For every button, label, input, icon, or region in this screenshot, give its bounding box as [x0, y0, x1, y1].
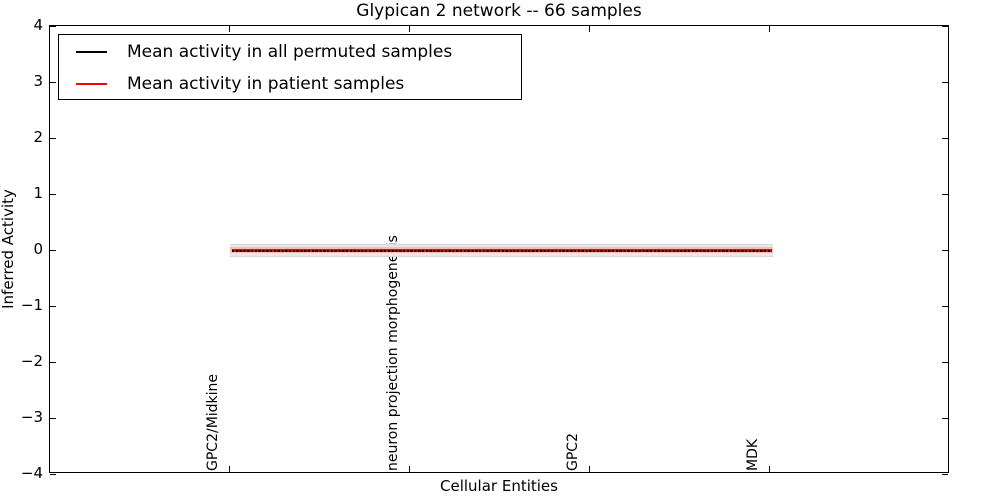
- y-tick-label: 3: [33, 72, 43, 90]
- y-tick-right: [942, 473, 948, 475]
- x-tick-entity-label: MDK: [745, 438, 762, 471]
- y-tick-right: [942, 25, 948, 27]
- y-tick-left: [50, 137, 56, 139]
- chart-title: Glypican 2 network -- 66 samples: [356, 1, 642, 21]
- y-tick-right: [942, 305, 948, 307]
- y-tick-right: [942, 137, 948, 139]
- y-tick-left: [50, 361, 56, 363]
- y-tick-left: [50, 193, 56, 195]
- y-tick-label: −2: [20, 352, 43, 370]
- x-tick-top: [588, 26, 590, 32]
- y-tick-left: [50, 81, 56, 83]
- legend-label-permuted: Mean activity in all permuted samples: [127, 41, 453, 62]
- y-tick-right: [942, 361, 948, 363]
- x-tick-top: [768, 26, 770, 32]
- y-tick-right: [942, 249, 948, 251]
- legend-label-patient: Mean activity in patient samples: [127, 73, 405, 94]
- legend-item-permuted: Mean activity in all permuted samples: [59, 36, 521, 67]
- y-tick-left: [50, 473, 56, 475]
- y-tick-left: [50, 417, 56, 419]
- y-tick-label: −3: [20, 408, 43, 426]
- legend-item-patient: Mean activity in patient samples: [59, 68, 521, 99]
- y-tick-label: 2: [33, 128, 43, 146]
- x-tick-entity-label: GPC2/Midkine: [205, 373, 222, 471]
- patient-line-sample-icon: [76, 82, 107, 85]
- y-tick-right: [942, 81, 948, 83]
- x-axis-title: Cellular Entities: [440, 477, 558, 495]
- y-tick-right: [942, 417, 948, 419]
- y-tick-label: 0: [33, 240, 43, 258]
- y-tick-label: 4: [33, 16, 43, 34]
- permuted-mean-line: [232, 249, 772, 252]
- x-tick-entity-label: GPC2: [565, 433, 582, 471]
- x-tick-top: [408, 26, 410, 32]
- x-tick-bottom: [408, 466, 410, 472]
- y-tick-label: −1: [20, 296, 43, 314]
- y-tick-right: [942, 193, 948, 195]
- permuted-line-sample-icon: [76, 50, 107, 53]
- y-tick-left: [50, 305, 56, 307]
- legend: Mean activity in all permuted samples Me…: [58, 34, 522, 100]
- y-tick-label: 1: [33, 184, 43, 202]
- y-tick-left: [50, 25, 56, 27]
- x-tick-bottom: [588, 466, 590, 472]
- x-tick-top: [228, 26, 230, 32]
- x-tick-entity-label: neuron projection morphogenesis: [385, 235, 402, 471]
- x-tick-bottom: [768, 466, 770, 472]
- y-tick-label: −4: [20, 464, 43, 482]
- y-tick-left: [50, 249, 56, 251]
- x-tick-bottom: [228, 466, 230, 472]
